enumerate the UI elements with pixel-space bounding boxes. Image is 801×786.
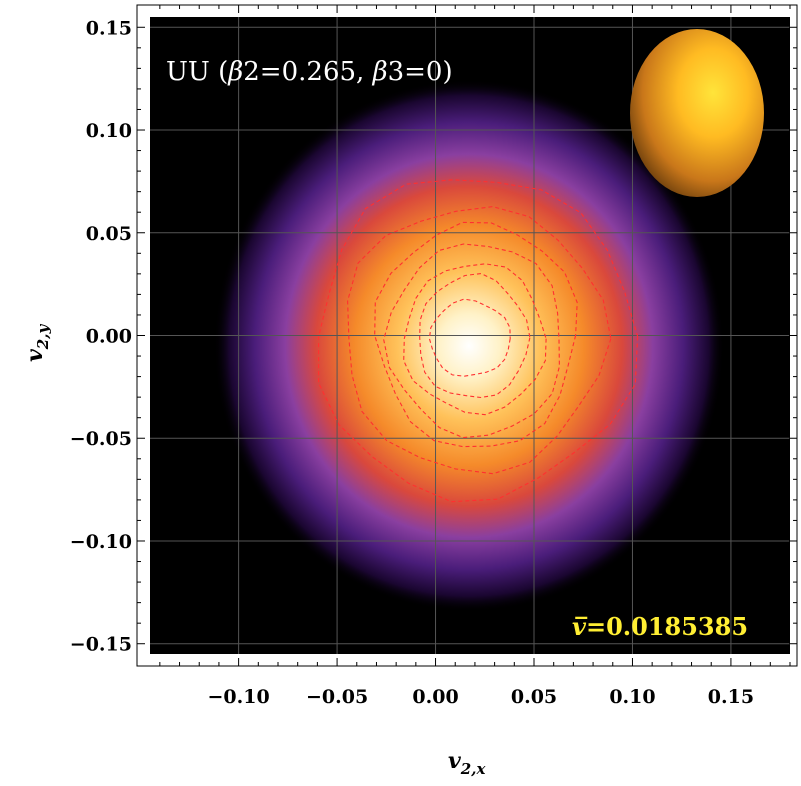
x-tick-labels: −0.10 −0.05 0.00 0.05 0.10 0.15 bbox=[208, 686, 755, 708]
title-annotation: UU (β2=0.265, β3=0) bbox=[166, 57, 453, 87]
mean-annotation: v̅=0.0185385 bbox=[572, 612, 748, 641]
y-tick-label: 0.15 bbox=[86, 17, 132, 39]
density-blob bbox=[213, 79, 725, 613]
y-tick-label: 0.05 bbox=[86, 223, 132, 245]
density-contour bbox=[383, 243, 560, 439]
y-tick-label: 0.10 bbox=[86, 120, 132, 142]
deformed-nucleus-illustration bbox=[630, 29, 764, 197]
y-tick-label: −0.10 bbox=[70, 531, 132, 553]
x-axis-label: v2,x bbox=[448, 748, 486, 778]
y-tick-label: 0.00 bbox=[86, 326, 132, 348]
y-tick-labels: −0.15 −0.10 −0.05 0.00 0.05 0.10 0.15 bbox=[70, 17, 132, 655]
contour-layer bbox=[318, 179, 639, 503]
density-contour bbox=[428, 298, 511, 377]
density-contour bbox=[318, 179, 639, 503]
density-contour bbox=[347, 206, 612, 475]
density-contour bbox=[419, 272, 531, 399]
x-tick-label: 0.15 bbox=[708, 686, 754, 708]
density-layer bbox=[213, 79, 725, 613]
x-tick-label: 0.10 bbox=[609, 686, 655, 708]
y-tick-label: −0.15 bbox=[70, 634, 132, 656]
y-axis-label: v2,y bbox=[22, 324, 52, 362]
density-contour bbox=[374, 221, 578, 448]
x-tick-label: 0.00 bbox=[412, 686, 458, 708]
x-tick-label: −0.05 bbox=[306, 686, 368, 708]
density-contour bbox=[403, 263, 547, 416]
x-tick-label: −0.10 bbox=[208, 686, 270, 708]
y-tick-label: −0.05 bbox=[70, 428, 132, 450]
x-tick-label: 0.05 bbox=[511, 686, 557, 708]
tick-layer bbox=[137, 5, 797, 666]
